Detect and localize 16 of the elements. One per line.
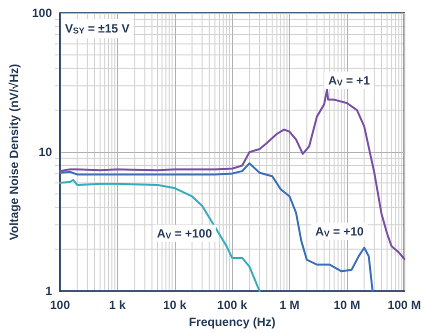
x-tick-label: 100 k	[217, 298, 248, 312]
x-tick-label: 1 M	[280, 298, 300, 312]
x-tick-label: 1 k	[109, 298, 126, 312]
y-tick-label: 10	[38, 145, 52, 160]
y-tick-label: 1	[45, 284, 52, 298]
x-tick-label: 10 M	[334, 298, 360, 312]
x-axis-title: Frequency (Hz)	[188, 315, 276, 329]
y-axis-title: Voltage Noise Density (nV/√Hz)	[7, 64, 21, 240]
series-label: AV = +1	[328, 73, 370, 88]
series-label: AV = +100	[156, 226, 212, 241]
x-tick-label: 100	[50, 298, 70, 312]
series-label: AV = +10	[315, 224, 364, 238]
annotation: VSY = ±15 V	[65, 22, 130, 36]
y-tick-label: 100	[32, 6, 52, 20]
x-tick-label: 10 k	[163, 298, 187, 312]
x-tick-label: 100 M	[388, 298, 422, 312]
